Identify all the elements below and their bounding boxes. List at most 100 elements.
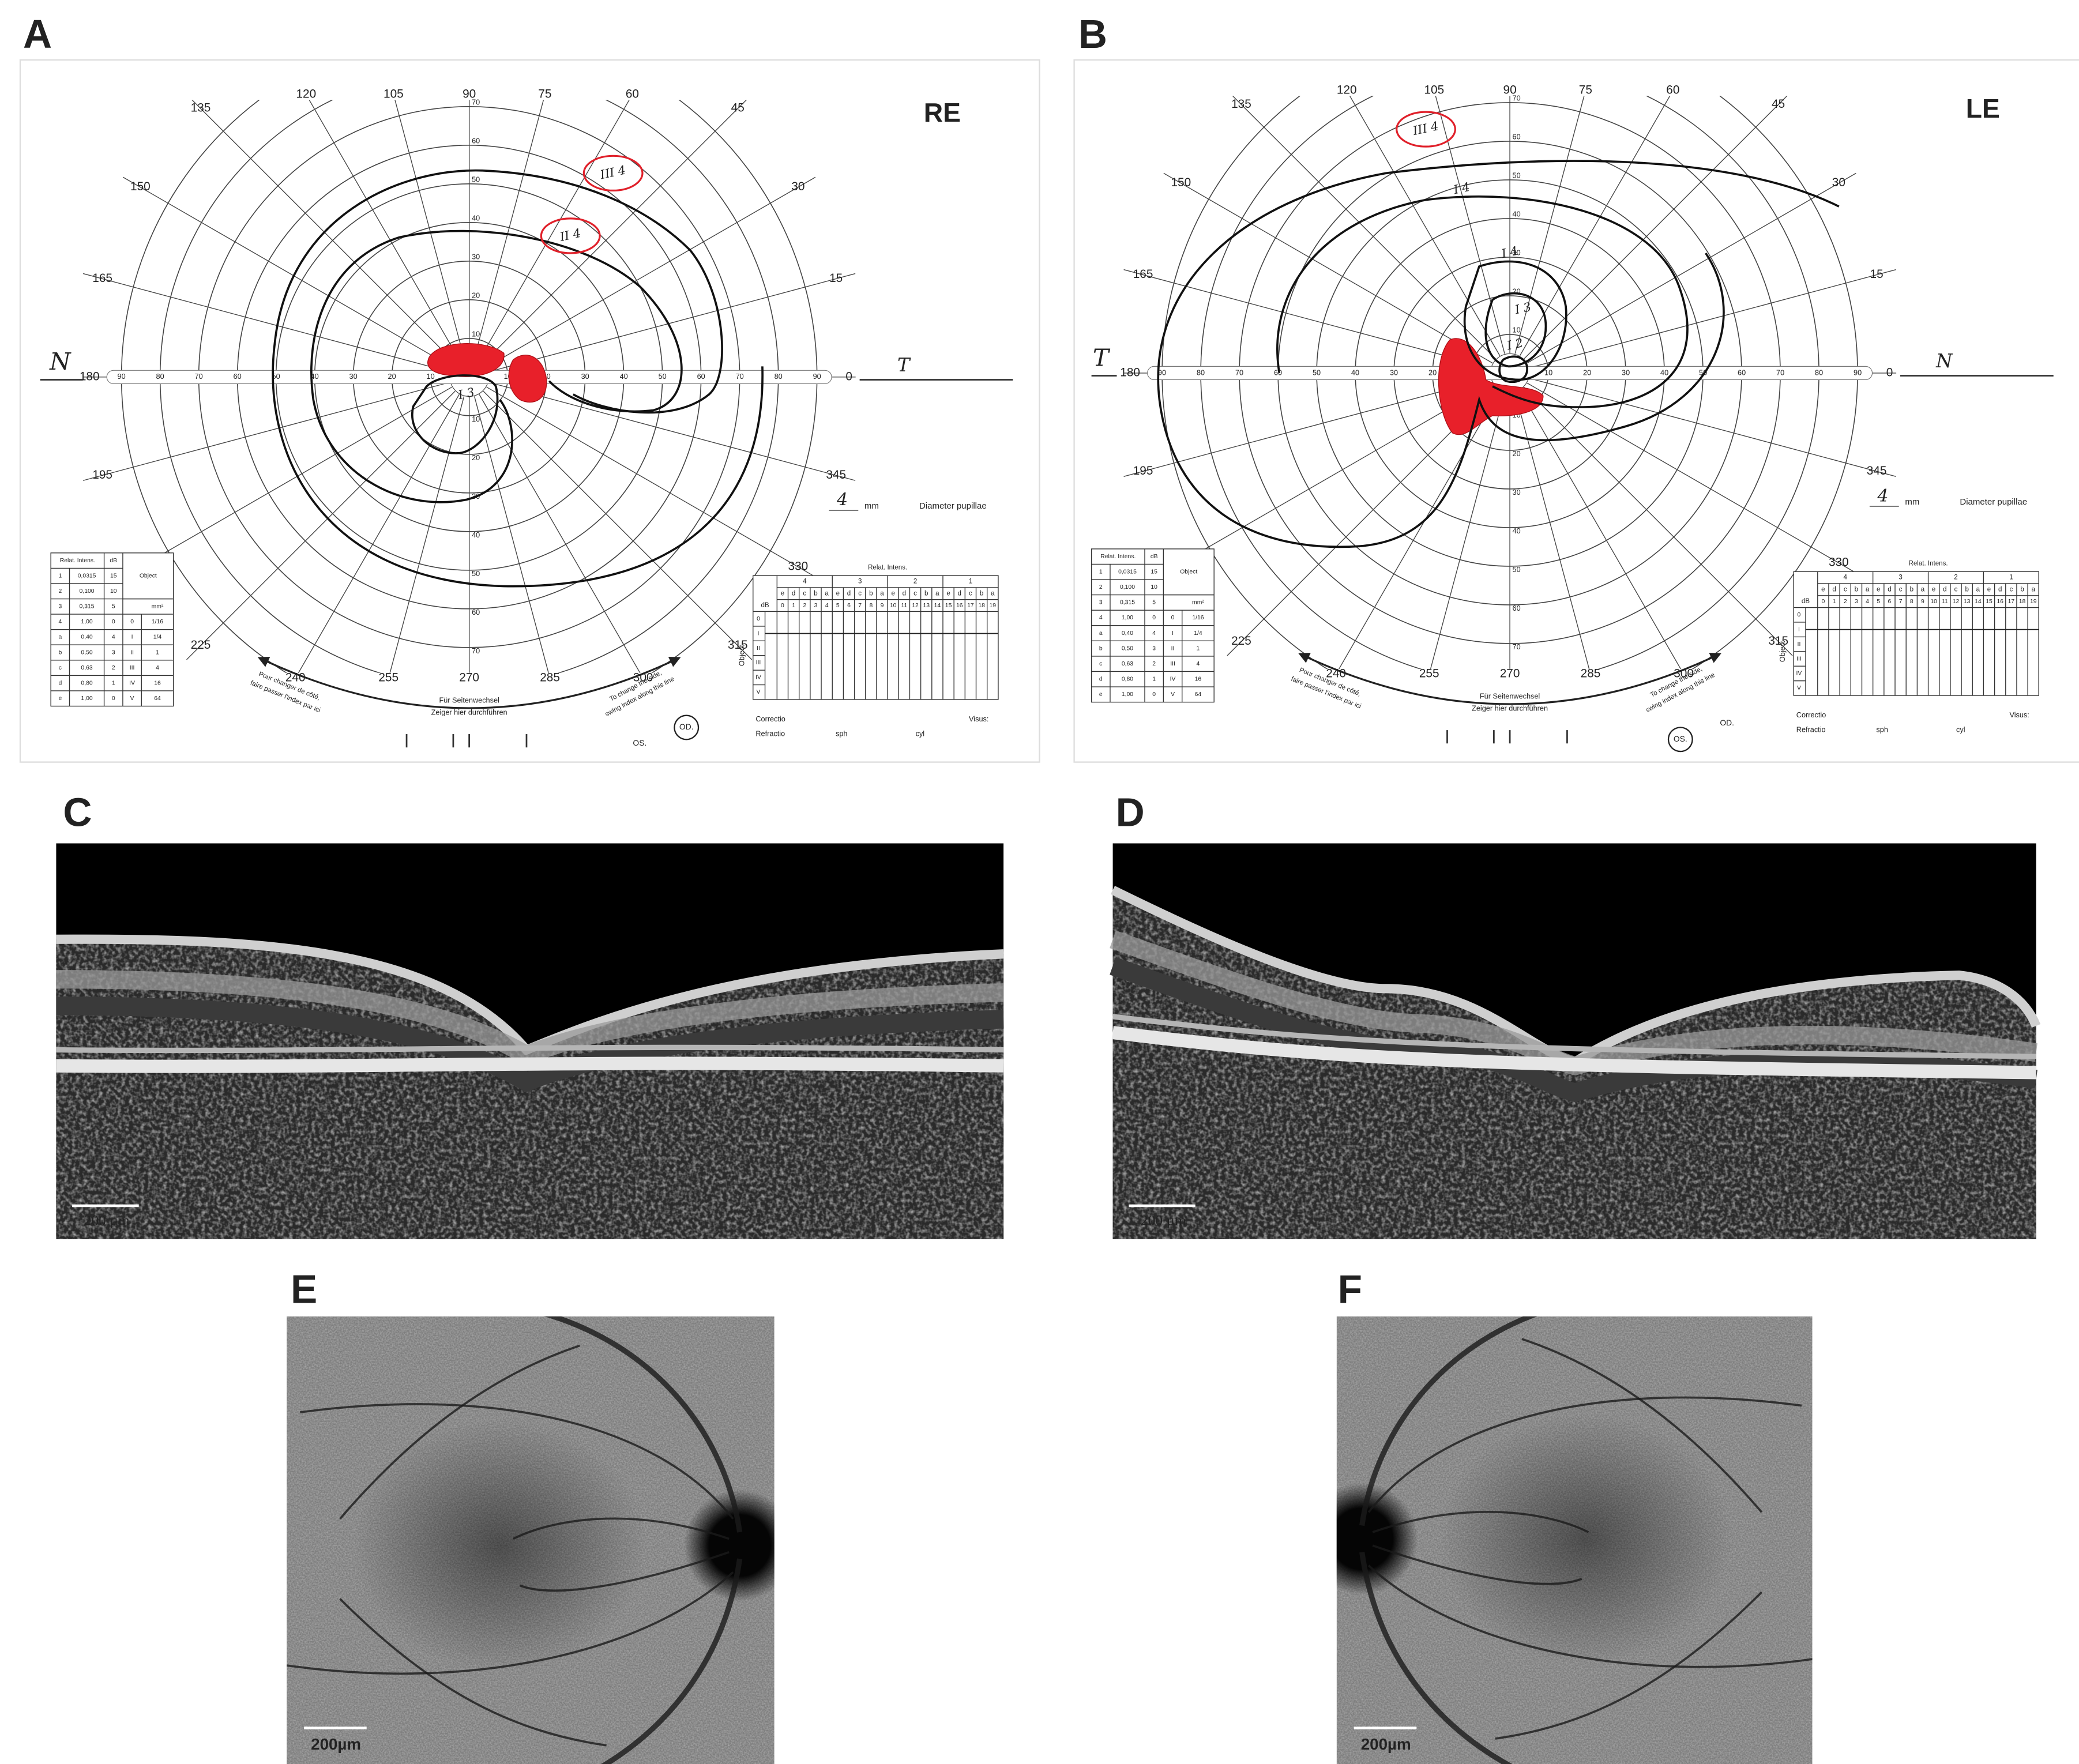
angle-label: 315 bbox=[1768, 634, 1788, 648]
optic-disc bbox=[1336, 1483, 1418, 1595]
isopter bbox=[310, 230, 683, 503]
isopter-label: I 3 bbox=[457, 385, 476, 403]
table-cell: 10 bbox=[1930, 599, 1937, 605]
radial-label: 40 bbox=[472, 214, 480, 222]
angle-label: 150 bbox=[130, 180, 151, 193]
table-cell: 2 bbox=[58, 588, 62, 595]
angle-label: 30 bbox=[1832, 176, 1845, 189]
table-cell: IV bbox=[1796, 671, 1802, 677]
table-cell: 16 bbox=[1195, 676, 1202, 682]
meridian-band bbox=[1147, 366, 1873, 381]
angle-label: 105 bbox=[1424, 84, 1444, 97]
angle-label: 75 bbox=[538, 88, 551, 101]
angle-label: 195 bbox=[1133, 464, 1153, 477]
radial-line bbox=[191, 100, 456, 363]
radial-label: 50 bbox=[1513, 566, 1521, 574]
table-cell: c bbox=[1844, 586, 1847, 593]
angle-label: 300 bbox=[633, 671, 653, 684]
radial-label: 60 bbox=[472, 608, 480, 616]
table-cell: 6 bbox=[847, 603, 851, 609]
outer-nuclear-layer bbox=[1110, 957, 2037, 1103]
radial-line bbox=[1529, 378, 1896, 477]
table-cell: d bbox=[1888, 586, 1891, 593]
switch-text: Für Seitenwechsel bbox=[439, 697, 499, 705]
angle-label: 270 bbox=[1500, 667, 1520, 680]
table-cell: 8 bbox=[1910, 599, 1913, 605]
table-cell: 17 bbox=[2008, 599, 2015, 605]
angle-label: 135 bbox=[1231, 97, 1251, 111]
perimetry-chart: 0153045607590105120135150165180195210225… bbox=[40, 88, 1013, 748]
radial-label: 30 bbox=[581, 373, 589, 381]
table-cell: c bbox=[59, 665, 62, 671]
radial-line bbox=[1435, 96, 1505, 354]
table-cell: 0,63 bbox=[81, 665, 92, 671]
table-cell: d bbox=[847, 590, 851, 597]
isopter bbox=[1276, 195, 1689, 409]
table-cell: IV bbox=[1170, 676, 1176, 682]
table-cell: d bbox=[958, 590, 961, 597]
rpe-inner bbox=[1112, 1014, 2036, 1059]
table-cell: 13 bbox=[1964, 599, 1971, 605]
table-cell: 4 bbox=[1197, 661, 1200, 667]
table-cell: 0,40 bbox=[1122, 630, 1133, 637]
table-cell: 10 bbox=[1151, 584, 1157, 590]
table-cell: 3 bbox=[1099, 600, 1103, 606]
table-cell: a bbox=[1921, 586, 1925, 593]
table-cell: c bbox=[803, 590, 806, 597]
table-cell: II bbox=[1798, 641, 1801, 648]
table-cell: 2 bbox=[913, 578, 917, 585]
radial-label: 20 bbox=[1583, 368, 1591, 377]
angle-label: 225 bbox=[1231, 634, 1251, 648]
table-header: Object bbox=[140, 573, 157, 579]
pupil-value: 4 bbox=[1877, 486, 1888, 506]
angle-label: 345 bbox=[826, 468, 846, 482]
table-cell: 0,63 bbox=[1122, 661, 1133, 667]
table-cell: dB bbox=[1802, 598, 1810, 605]
table-cell: V bbox=[1171, 691, 1175, 698]
table-cell: 0,100 bbox=[1120, 584, 1135, 590]
table-cell: 16 bbox=[154, 680, 161, 686]
radial-label: 30 bbox=[1513, 488, 1521, 497]
eye-code: OD. bbox=[679, 722, 694, 731]
radial-line bbox=[483, 390, 753, 660]
radial-line bbox=[486, 176, 816, 368]
isopter-circle bbox=[582, 155, 644, 192]
table-header: mm² bbox=[152, 604, 164, 610]
eye-code: OS. bbox=[633, 738, 646, 747]
angle-label: 345 bbox=[1867, 464, 1887, 477]
table-cell: 1 bbox=[792, 603, 795, 609]
scale-label: 200µm bbox=[1361, 1735, 1411, 1753]
eye-code: OD. bbox=[1720, 718, 1734, 727]
eye-code-circle bbox=[674, 714, 700, 740]
table-header: Relat. Intens. bbox=[60, 558, 95, 564]
table-cell: 18 bbox=[2019, 599, 2026, 605]
angle-label: 15 bbox=[1870, 268, 1883, 281]
angle-label: 75 bbox=[1579, 84, 1592, 97]
table-cell: e bbox=[1821, 586, 1825, 593]
angle-label: 120 bbox=[1337, 84, 1357, 97]
isopter bbox=[1498, 355, 1528, 383]
vessel bbox=[1372, 1544, 1582, 1585]
table-cell: 5 bbox=[1877, 599, 1880, 605]
switch-text: Zeiger hier durchführen bbox=[1472, 705, 1548, 713]
radial-label: 10 bbox=[472, 330, 480, 338]
radial-line bbox=[1519, 390, 1682, 669]
table-cell: c bbox=[858, 590, 862, 597]
table-cell: 0 bbox=[112, 695, 115, 702]
table-cell: 0,0315 bbox=[1118, 569, 1137, 575]
radial-label: 70 bbox=[472, 98, 480, 106]
table-cell: a bbox=[2032, 586, 2036, 593]
table-cell: III bbox=[130, 665, 135, 671]
table-cell: b bbox=[2020, 586, 2024, 593]
table-cell: d bbox=[1998, 586, 2002, 593]
table-cell: d bbox=[58, 680, 62, 686]
vessel bbox=[287, 1571, 734, 1675]
table-cell: 1 bbox=[112, 680, 115, 686]
table-cell: 4 bbox=[1866, 599, 1869, 605]
table-cell: 0 bbox=[130, 619, 134, 625]
radial-label: 30 bbox=[1513, 249, 1521, 257]
isopter-label: I 3 bbox=[1513, 300, 1532, 317]
table-cell: 12 bbox=[1953, 599, 1960, 605]
table-cell: a bbox=[935, 590, 939, 597]
